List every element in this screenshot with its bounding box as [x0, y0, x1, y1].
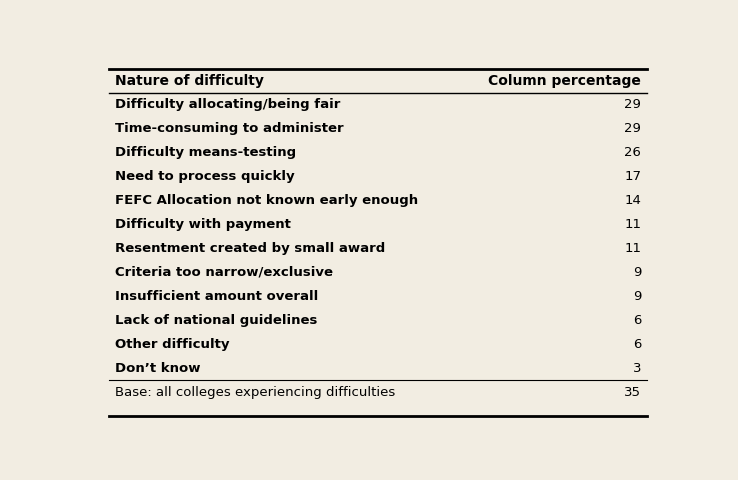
Text: 6: 6 [633, 314, 641, 327]
Text: 26: 26 [624, 146, 641, 159]
Text: FEFC Allocation not known early enough: FEFC Allocation not known early enough [115, 194, 418, 207]
Text: 29: 29 [624, 98, 641, 111]
Text: 9: 9 [633, 290, 641, 303]
Text: Time-consuming to administer: Time-consuming to administer [115, 122, 344, 135]
Text: Need to process quickly: Need to process quickly [115, 170, 294, 183]
Text: Difficulty means-testing: Difficulty means-testing [115, 146, 296, 159]
Text: 14: 14 [624, 194, 641, 207]
Text: Base: all colleges experiencing difficulties: Base: all colleges experiencing difficul… [115, 385, 396, 399]
Text: Resentment created by small award: Resentment created by small award [115, 242, 385, 255]
Text: Difficulty allocating/being fair: Difficulty allocating/being fair [115, 98, 340, 111]
Text: 35: 35 [624, 385, 641, 399]
Text: Insufficient amount overall: Insufficient amount overall [115, 290, 318, 303]
Text: Criteria too narrow/exclusive: Criteria too narrow/exclusive [115, 266, 333, 279]
Text: 11: 11 [624, 242, 641, 255]
Text: Don’t know: Don’t know [115, 362, 201, 375]
Text: Other difficulty: Other difficulty [115, 338, 230, 351]
Text: 6: 6 [633, 338, 641, 351]
Text: 17: 17 [624, 170, 641, 183]
Text: 11: 11 [624, 218, 641, 231]
Text: 9: 9 [633, 266, 641, 279]
Text: 3: 3 [632, 362, 641, 375]
Text: Column percentage: Column percentage [489, 73, 641, 88]
Text: Difficulty with payment: Difficulty with payment [115, 218, 291, 231]
Text: Lack of national guidelines: Lack of national guidelines [115, 314, 317, 327]
Text: Nature of difficulty: Nature of difficulty [115, 73, 264, 88]
Text: 29: 29 [624, 122, 641, 135]
